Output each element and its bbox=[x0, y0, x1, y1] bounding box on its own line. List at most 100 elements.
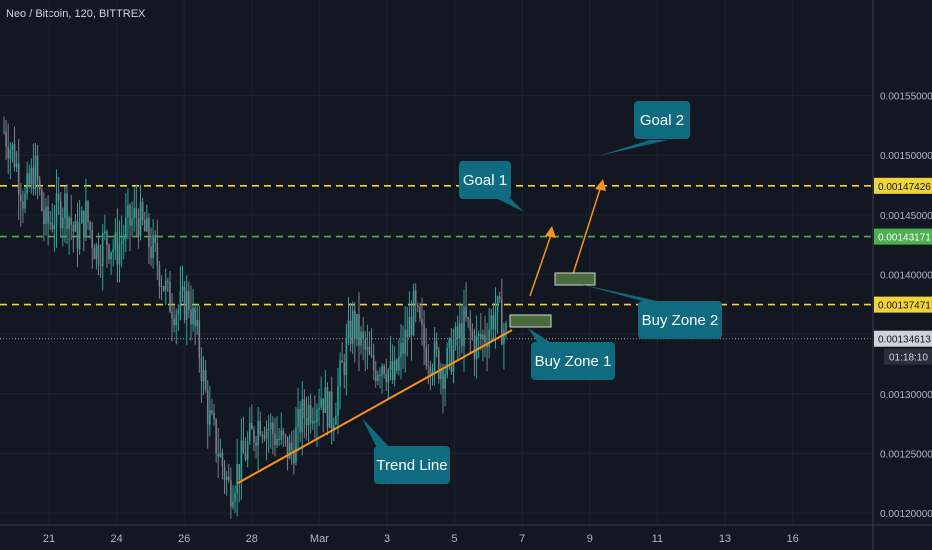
candle-body bbox=[173, 318, 175, 326]
candle-body bbox=[24, 193, 26, 209]
x-tick-label: 13 bbox=[719, 533, 731, 545]
callout-goal-2-label: Goal 2 bbox=[640, 112, 684, 129]
candle-body bbox=[232, 501, 234, 507]
candle-body bbox=[11, 144, 14, 150]
candle-body bbox=[456, 326, 459, 339]
candle-body bbox=[3, 131, 5, 133]
candle-body bbox=[7, 146, 10, 159]
trend-line bbox=[237, 329, 513, 484]
candle-body bbox=[465, 306, 467, 318]
candle-body bbox=[9, 149, 12, 159]
candle-body bbox=[141, 202, 144, 221]
candle-body bbox=[236, 464, 238, 494]
candle-body bbox=[55, 193, 58, 226]
buy-zone-2-level-label-bg bbox=[874, 296, 932, 313]
candle-body bbox=[183, 286, 186, 320]
candle-body bbox=[62, 217, 64, 229]
countdown-label: 01:18:10 bbox=[889, 353, 928, 364]
buy-zone-2-level-label: 0.00137471 bbox=[878, 301, 931, 312]
candle-body bbox=[70, 218, 73, 225]
candle-body bbox=[154, 234, 157, 244]
candle-body bbox=[272, 422, 274, 434]
y-tick-label: 0.00125000 bbox=[880, 449, 932, 460]
callout-buy-zone-2-label: Buy Zone 2 bbox=[642, 312, 719, 329]
candles bbox=[3, 116, 507, 519]
candle-body bbox=[202, 370, 205, 382]
candle-body bbox=[137, 218, 140, 237]
candle-body bbox=[377, 374, 379, 382]
candle-body bbox=[274, 433, 276, 446]
candle-body bbox=[276, 438, 278, 446]
candle-body bbox=[404, 329, 406, 354]
candle-body bbox=[13, 144, 16, 168]
candle-body bbox=[473, 336, 476, 360]
candle-body bbox=[309, 405, 312, 424]
candle-body bbox=[78, 222, 81, 249]
callout-goal-1-label: Goal 1 bbox=[463, 172, 507, 189]
candle-body bbox=[143, 220, 146, 232]
candle-body bbox=[494, 312, 497, 330]
candle-body bbox=[185, 290, 188, 320]
candle-body bbox=[477, 334, 480, 336]
candle-body bbox=[391, 361, 394, 381]
callout-trend-line-label: Trend Line bbox=[376, 457, 447, 474]
candle-body bbox=[431, 371, 434, 375]
candle-body bbox=[53, 225, 56, 230]
level-lines bbox=[0, 185, 873, 340]
x-tick-label: Mar bbox=[310, 533, 329, 545]
candle-body bbox=[248, 423, 251, 442]
candle-body bbox=[215, 419, 217, 454]
candle-body bbox=[322, 398, 325, 413]
y-tick-label: 0.00150000 bbox=[880, 151, 932, 162]
candle-body bbox=[72, 224, 75, 232]
candle-body bbox=[267, 428, 270, 430]
candle-body bbox=[97, 245, 100, 265]
candle-body bbox=[85, 201, 87, 238]
candle-body bbox=[255, 442, 257, 446]
candle-body bbox=[177, 310, 180, 315]
callout-buy-zone-1: Buy Zone 1 bbox=[528, 328, 615, 380]
candle-body bbox=[112, 249, 115, 253]
candle-body bbox=[337, 386, 339, 416]
candle-body bbox=[171, 312, 173, 319]
candle-body bbox=[240, 440, 243, 481]
candle-body bbox=[160, 285, 163, 287]
candle-body bbox=[45, 206, 47, 225]
candle-body bbox=[244, 453, 247, 460]
candle-body bbox=[454, 326, 457, 346]
candle-body bbox=[419, 306, 421, 319]
candle-body bbox=[122, 237, 125, 241]
candle-body bbox=[83, 210, 85, 238]
candle-body bbox=[442, 369, 444, 389]
candle-body bbox=[5, 131, 7, 147]
candle-body bbox=[20, 194, 22, 202]
candle-body bbox=[410, 317, 413, 336]
y-tick-label: 0.00140000 bbox=[880, 270, 932, 281]
arrow-head-goal-2 bbox=[595, 179, 606, 191]
candle-body bbox=[349, 320, 352, 344]
candle-body bbox=[461, 323, 463, 347]
candle-body bbox=[440, 369, 442, 379]
candle-body bbox=[211, 410, 213, 414]
candle-body bbox=[209, 410, 211, 425]
candle-body bbox=[496, 296, 499, 313]
candle-body bbox=[110, 252, 112, 260]
candle-body bbox=[278, 438, 280, 440]
candle-body bbox=[425, 347, 427, 366]
candle-body bbox=[469, 318, 472, 332]
x-tick-label: 26 bbox=[178, 533, 190, 545]
candle-body bbox=[263, 435, 266, 439]
candle-body bbox=[156, 243, 159, 266]
callout-goal-1: Goal 1 bbox=[459, 161, 524, 212]
candle-body bbox=[360, 331, 362, 346]
candle-body bbox=[368, 346, 371, 355]
candle-body bbox=[444, 374, 446, 389]
candle-body bbox=[400, 342, 402, 357]
x-tick-label: 9 bbox=[587, 533, 593, 545]
current-price-label-bg bbox=[874, 330, 932, 347]
callout-buy-zone-1-label: Buy Zone 1 bbox=[535, 353, 612, 370]
candle-body bbox=[114, 232, 117, 250]
candle-body bbox=[303, 399, 306, 418]
buy-zone-1-box bbox=[509, 314, 552, 328]
